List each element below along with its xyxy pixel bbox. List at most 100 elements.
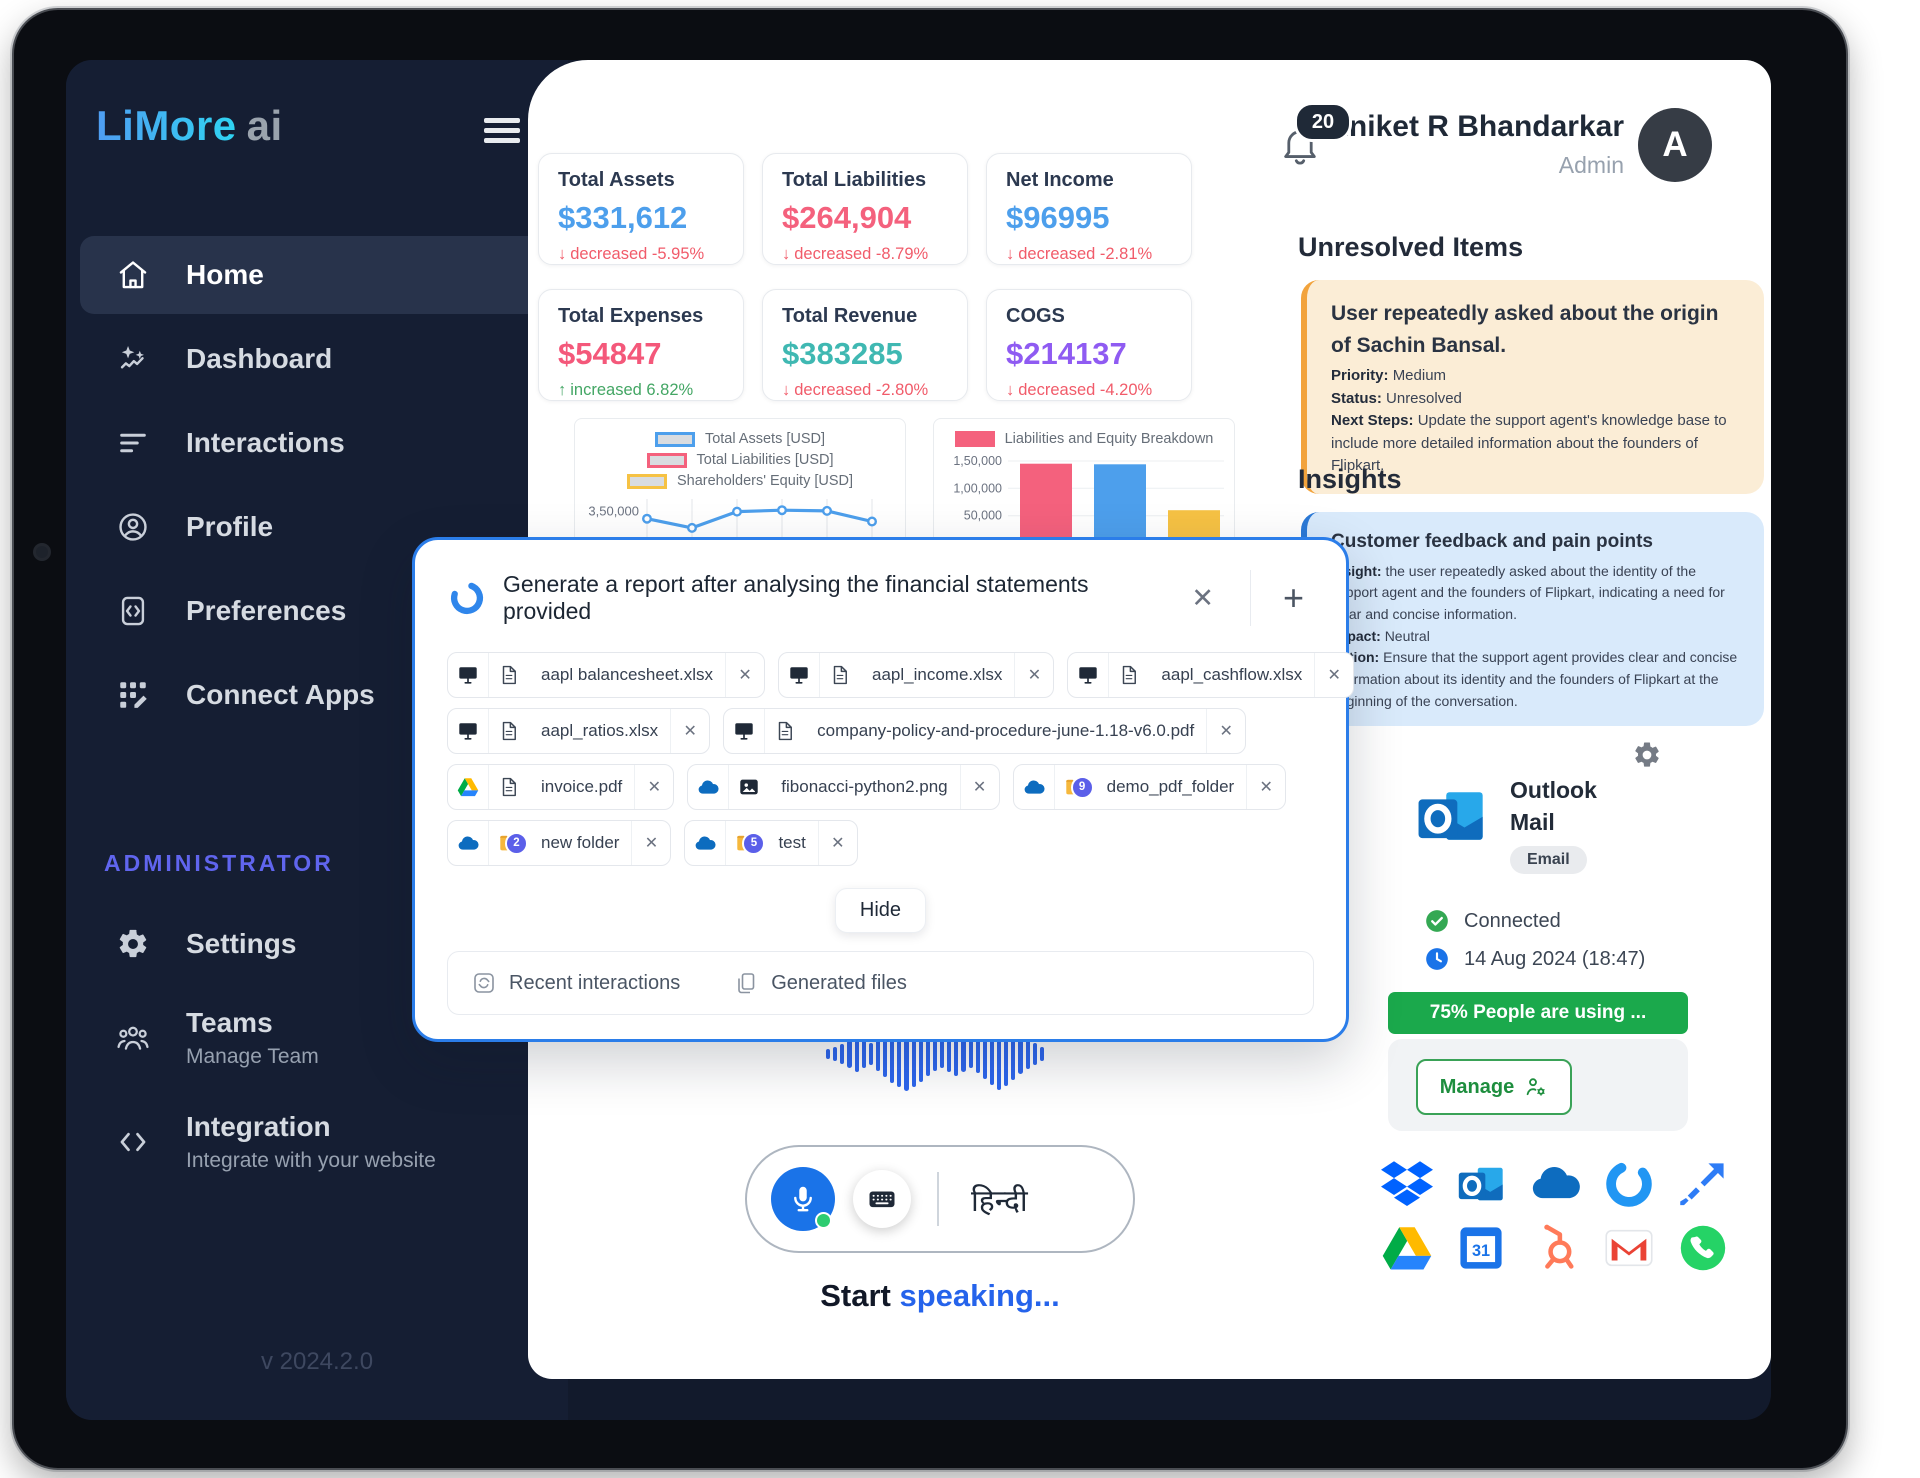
app-icon-outlook[interactable] xyxy=(1455,1158,1507,1210)
sidebar-item-teams[interactable]: Teams Manage Team xyxy=(80,996,554,1080)
doc-icon xyxy=(498,720,520,742)
sidebar-item-label: Integration xyxy=(186,1111,331,1142)
sidebar-item-connect-apps[interactable]: Connect Apps xyxy=(80,663,554,727)
spinner-icon xyxy=(449,580,485,616)
attachment-chip-invoice-pdf: invoice.pdf ✕ xyxy=(447,764,675,810)
remove-attachment-button[interactable]: ✕ xyxy=(972,779,987,796)
legend-entry: Shareholders' Equity [USD] xyxy=(626,473,854,489)
attachment-chip-demo-pdf-folder: 9 demo_pdf_folder ✕ xyxy=(1012,764,1287,810)
mic-button[interactable] xyxy=(771,1167,835,1231)
stat-label: COGS xyxy=(1006,305,1065,327)
header-divider xyxy=(1249,570,1251,626)
attachment-name: invoice.pdf xyxy=(541,777,623,796)
monitor-icon xyxy=(1077,664,1099,686)
recent-interactions-button[interactable]: Recent interactions xyxy=(472,971,680,995)
home-icon xyxy=(116,258,150,292)
hamburger-menu-icon[interactable] xyxy=(484,118,520,148)
app-icon-whatsapp[interactable] xyxy=(1677,1222,1729,1274)
audio-waveform xyxy=(826,1015,1044,1093)
remove-attachment-button[interactable]: ✕ xyxy=(738,667,752,684)
doc-icon xyxy=(498,776,520,798)
waveform-bar xyxy=(1004,1022,1009,1086)
generated-files-button[interactable]: Generated files xyxy=(734,971,907,995)
avatar[interactable]: A xyxy=(1638,108,1712,182)
check-icon xyxy=(1424,908,1450,934)
attachment-name: new folder xyxy=(541,833,620,852)
app-icon-gdrive[interactable] xyxy=(1381,1222,1433,1274)
stat-value: $264,904 xyxy=(782,200,912,235)
gear-icon xyxy=(116,927,150,961)
remove-attachment-button[interactable]: ✕ xyxy=(1327,667,1341,684)
integration-category-badge: Email xyxy=(1510,846,1587,874)
language-selector[interactable]: हिन्दी xyxy=(971,1184,1028,1218)
stat-label: Total Liabilities xyxy=(782,169,927,191)
sidebar-item-home[interactable]: Home xyxy=(80,236,554,314)
waveform-bar xyxy=(1011,1028,1016,1080)
stat-delta: ↓ decreased -8.79% xyxy=(782,245,929,263)
remove-attachment-button[interactable]: ✕ xyxy=(1027,667,1042,684)
sidebar-item-dashboard[interactable]: Dashboard xyxy=(80,327,554,391)
onedrive-icon xyxy=(697,776,719,798)
remove-attachment-button[interactable]: ✕ xyxy=(831,835,845,852)
sidebar-item-interactions[interactable]: Interactions xyxy=(80,411,554,475)
app-icon-hubspot[interactable] xyxy=(1529,1222,1581,1274)
legend-label: Shareholders' Equity [USD] xyxy=(676,473,854,489)
attachment-chip-aapl-income-xlsx: aapl_income.xlsx ✕ xyxy=(778,652,1055,698)
stat-value: $54847 xyxy=(558,336,662,371)
legend-swatch-icon xyxy=(626,473,667,489)
app-icon-calendar[interactable]: 31 xyxy=(1455,1222,1507,1274)
sidebar-item-label: Profile xyxy=(186,511,274,542)
sidebar-item-preferences[interactable]: Preferences xyxy=(80,579,554,643)
sidebar-item-settings[interactable]: Settings xyxy=(80,912,554,976)
insight-card: Customer feedback and pain points Insigh… xyxy=(1301,512,1764,727)
waveform-bar xyxy=(861,1040,866,1068)
stat-card-total-assets: Total Assets $331,612 ↓ decreased -5.95% xyxy=(538,153,744,265)
stat-value: $214137 xyxy=(1006,336,1127,371)
app-icon-arrow[interactable] xyxy=(1677,1158,1729,1210)
app-icon-circle[interactable] xyxy=(1603,1158,1655,1210)
attachment-name: aapl balancesheet.xlsx xyxy=(541,665,714,684)
sidebar-item-profile[interactable]: Profile xyxy=(80,495,554,559)
waveform-bar xyxy=(968,1040,973,1068)
svg-text:50,000: 50,000 xyxy=(964,509,1002,523)
sidebar-item-integration[interactable]: Integration Integrate with your website xyxy=(80,1100,554,1184)
remove-attachment-button[interactable]: ✕ xyxy=(1259,779,1273,796)
voice-input-pill: हिन्दी xyxy=(745,1145,1135,1253)
stat-label: Total Revenue xyxy=(782,305,918,327)
onedrive-icon xyxy=(694,832,716,854)
add-icon[interactable]: + xyxy=(1282,577,1304,618)
stat-cards: Total Assets $331,612 ↓ decreased -5.95% … xyxy=(538,153,1192,401)
remove-attachment-button[interactable]: ✕ xyxy=(1219,723,1233,740)
svg-text:1,00,000: 1,00,000 xyxy=(953,481,1002,495)
remove-attachment-button[interactable]: ✕ xyxy=(647,779,661,796)
app-icon-dropbox[interactable] xyxy=(1381,1158,1433,1210)
monitor-icon xyxy=(788,664,810,686)
legend-label: Total Liabilities [USD] xyxy=(696,452,834,468)
hide-button[interactable]: Hide xyxy=(834,888,927,933)
sync-icon xyxy=(472,971,496,995)
attachment-name: fibonacci-python2.png xyxy=(781,777,948,796)
close-icon[interactable]: ✕ xyxy=(1191,582,1214,613)
app-screen: LiMore ai Home Dashboard Interactions Pro… xyxy=(66,60,1771,1420)
waveform-bar xyxy=(890,1025,895,1083)
user-role: Admin xyxy=(1558,152,1624,178)
stat-value: $383285 xyxy=(782,336,903,371)
app-icon-onedrive[interactable] xyxy=(1529,1158,1581,1210)
user-circle-icon xyxy=(116,510,150,544)
waveform-bar xyxy=(918,1026,923,1082)
remove-attachment-button[interactable]: ✕ xyxy=(644,835,659,852)
remove-attachment-button[interactable]: ✕ xyxy=(683,723,697,740)
waveform-bar xyxy=(840,1044,845,1064)
integration-card-footer: Manage xyxy=(1388,1039,1688,1131)
app-icon-gmail[interactable] xyxy=(1603,1222,1655,1274)
mic-active-dot xyxy=(815,1212,832,1229)
stat-card-total-expenses: Total Expenses $54847 ↑ increased 6.82% xyxy=(538,289,744,401)
keyboard-button[interactable] xyxy=(853,1170,911,1228)
waveform-bar xyxy=(875,1037,880,1071)
waveform-bar xyxy=(1039,1047,1044,1061)
waveform-bar xyxy=(932,1037,937,1071)
user-name: Aniket R Bhandarkar xyxy=(1327,110,1624,143)
gear-icon[interactable] xyxy=(1632,740,1662,770)
manage-button[interactable]: Manage xyxy=(1416,1059,1572,1115)
unresolved-item-title: User repeatedly asked about the origin o… xyxy=(1331,302,1719,357)
